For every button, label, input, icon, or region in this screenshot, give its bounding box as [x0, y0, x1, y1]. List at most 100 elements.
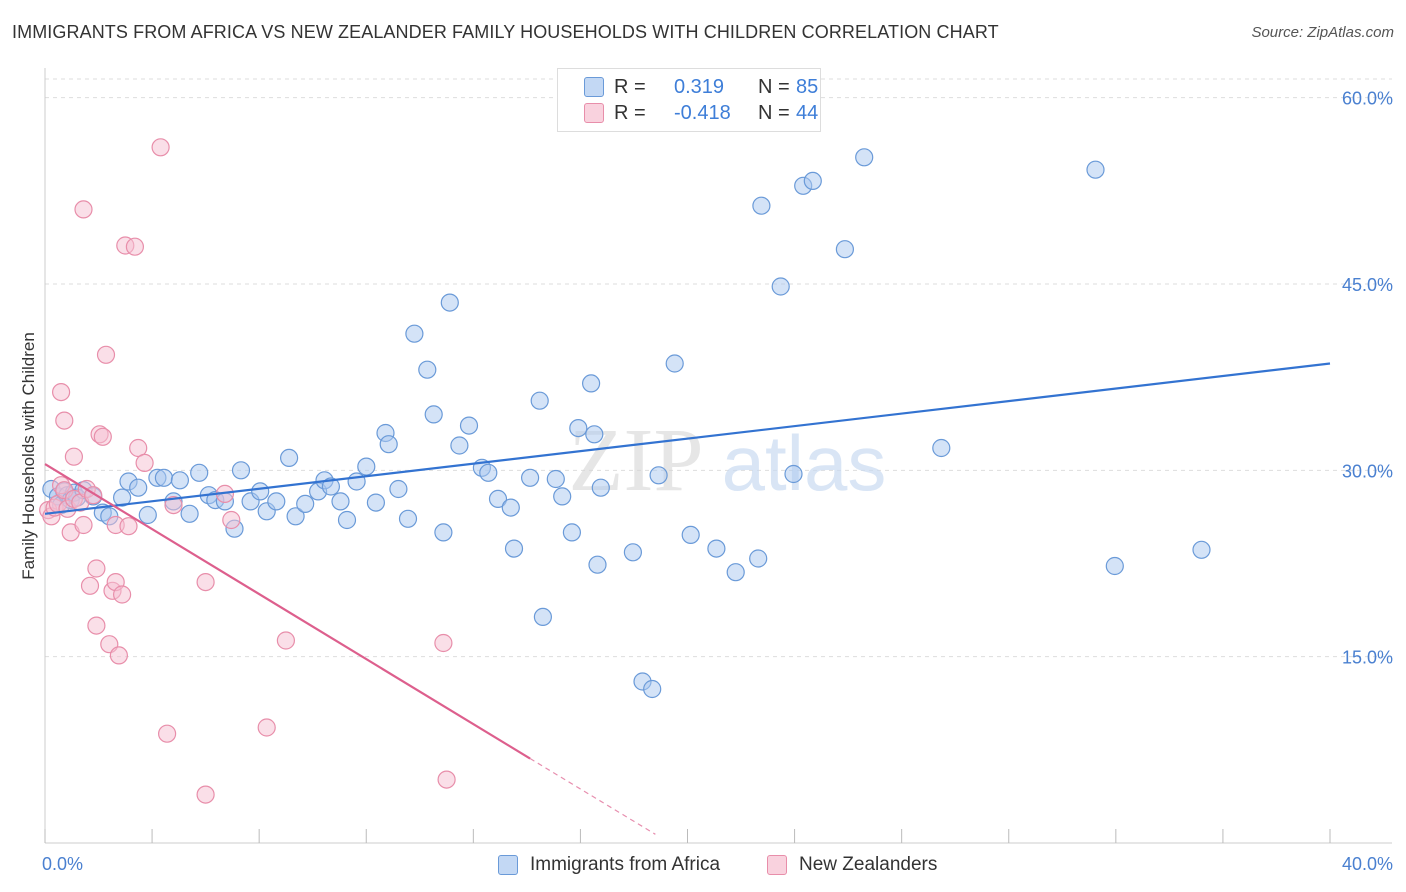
trend-layer [44, 362, 1331, 835]
africa-point [1105, 556, 1124, 576]
y-axis-title: Family Households with Children [19, 332, 38, 580]
africa-point [366, 493, 385, 512]
grid-layer [45, 78, 1392, 658]
new-zealander-point [125, 237, 144, 256]
legend-label: New Zealanders [799, 854, 938, 875]
new-zealander-point [437, 770, 456, 789]
source-label: Source: ZipAtlas.com [1251, 24, 1394, 41]
r-label: R = [614, 75, 646, 98]
new-zealander-point [222, 510, 241, 530]
r-value: -0.418 [674, 101, 731, 124]
africa-point [379, 435, 398, 454]
africa-point [488, 489, 508, 508]
africa-point [501, 498, 520, 517]
africa-point [623, 543, 643, 562]
africa-point [434, 523, 453, 542]
africa-point [665, 354, 684, 373]
africa-point [286, 507, 305, 526]
africa-point [855, 148, 874, 167]
n-value: 44 [796, 101, 819, 124]
africa-point [749, 549, 768, 568]
africa-point [784, 464, 803, 484]
africa-point [138, 505, 157, 525]
chart-title: IMMIGRANTS FROM AFRICA VS NEW ZEALANDER … [12, 22, 999, 42]
legend-item-africa[interactable]: Immigrants from Africa [498, 852, 720, 878]
africa-point [835, 240, 855, 259]
new-zealander-point [87, 559, 106, 578]
africa-point [932, 438, 951, 458]
africa-point [231, 461, 251, 480]
new-zealander-point [276, 631, 295, 650]
axis-layer [44, 68, 1392, 844]
africa-point [479, 463, 498, 482]
africa-point [649, 466, 668, 485]
new-zealander-point [64, 447, 84, 466]
africa-point [357, 457, 376, 476]
y-tick-label: 45.0% [1342, 275, 1393, 295]
africa-point [546, 469, 565, 489]
legend-item-new-zealanders[interactable]: New Zealanders [767, 852, 937, 878]
africa-point [752, 196, 771, 215]
africa-point [331, 492, 350, 511]
africa-point [707, 539, 726, 558]
africa-point [296, 494, 315, 513]
new-zealander-point [434, 633, 453, 653]
africa-point [154, 468, 173, 487]
africa-point [337, 510, 357, 530]
africa-point [520, 468, 540, 487]
blue-swatch [584, 77, 604, 97]
new-zealander-point [164, 496, 183, 515]
new-zealander-point [51, 383, 71, 402]
new-zealander-point [151, 138, 170, 157]
africa-point [440, 293, 459, 312]
r-label: R = [614, 101, 646, 124]
label-layer: 15.0% 30.0% 45.0% 60.0% 0.0% 40.0% Family Hous… [19, 89, 1393, 874]
new-zealander-point [257, 718, 276, 737]
new-zealander-point [74, 515, 93, 535]
new-zealander-point [93, 427, 112, 446]
watermark-atlas: atlas [722, 419, 887, 507]
x-tick-label-min: 0.0% [42, 854, 83, 874]
africa-point [771, 277, 790, 296]
new-zealander-point [112, 585, 132, 604]
africa-point [389, 479, 408, 499]
new-zealander-point [96, 345, 116, 364]
watermark-zip: ZIP [569, 411, 704, 510]
new-zealander-point [158, 724, 177, 743]
africa-point [504, 539, 524, 558]
blue-swatch [498, 855, 518, 875]
legend-label: Immigrants from Africa [530, 854, 721, 875]
new-zealander-point [74, 200, 93, 219]
watermark: ZIP atlas [569, 411, 887, 510]
series-legend: Immigrants from Africa New Zealanders [0, 852, 1406, 878]
africa-point [588, 555, 607, 574]
new-zealander-trend-line [44, 463, 531, 760]
r-value: 0.319 [674, 75, 725, 98]
africa-point [581, 374, 601, 393]
africa-point [450, 436, 469, 455]
new-zealander-trend-line-extension [529, 758, 656, 835]
africa-point [459, 416, 479, 435]
africa-point [405, 324, 424, 343]
points-layer [39, 138, 1211, 804]
africa-point [681, 525, 700, 545]
africa-point [129, 478, 148, 497]
africa-point [267, 492, 286, 511]
africa-point [112, 488, 132, 507]
new-zealander-point [119, 517, 138, 536]
africa-point [418, 360, 437, 379]
y-tick-label: 60.0% [1342, 89, 1393, 109]
africa-point [180, 504, 199, 523]
x-tick-label-max: 40.0% [1342, 854, 1393, 874]
africa-point [190, 463, 209, 482]
africa-point [1086, 160, 1105, 179]
new-zealander-point [196, 785, 215, 804]
africa-point [643, 679, 662, 699]
africa-point [726, 563, 745, 582]
africa-point [591, 478, 610, 497]
africa-point [585, 425, 604, 444]
new-zealander-point [87, 616, 106, 635]
africa-point [321, 477, 340, 496]
africa-point [553, 487, 572, 506]
africa-point [251, 482, 270, 501]
